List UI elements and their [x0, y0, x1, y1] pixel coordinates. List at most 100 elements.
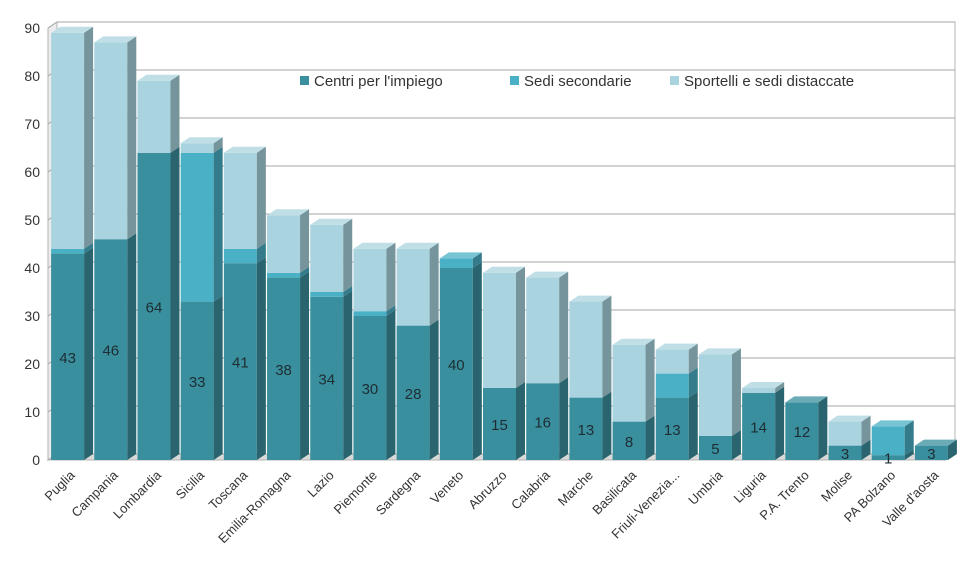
bar-segment: [180, 295, 223, 460]
data-label: 13: [578, 422, 595, 439]
bar-segment: [51, 242, 94, 254]
bar-segment: [180, 137, 223, 153]
bar-segment: [698, 430, 741, 460]
bar-segment: [871, 420, 914, 456]
data-label: 46: [102, 343, 119, 360]
bar-segment: [180, 146, 223, 302]
bar-segment: [871, 449, 914, 460]
bar-segment: [569, 295, 612, 398]
legend-item: Sedi secondarie: [510, 73, 632, 90]
bar-segment: [742, 382, 785, 393]
y-tick-label: 50: [24, 212, 40, 228]
legend-swatch: [670, 76, 679, 85]
x-tick-label: Calabria: [508, 467, 553, 512]
bar-segment: [655, 343, 698, 374]
bar-segment: [137, 146, 180, 461]
legend: Centri per l'impiego Sedi secondarie Sport…: [300, 73, 854, 90]
legend-label: Sportelli e sedi distaccate: [684, 73, 854, 90]
data-label: 1: [884, 451, 892, 468]
bar-segment: [223, 146, 266, 249]
bar-segment: [828, 439, 871, 460]
bar-segment: [612, 338, 655, 422]
x-tick-label: Abruzzo: [465, 468, 509, 512]
bar-segment: [828, 415, 871, 446]
y-tick-label: 30: [24, 308, 40, 324]
bar-segment: [569, 391, 612, 460]
data-label: 40: [448, 357, 465, 374]
x-tick-label: Sicilia: [173, 467, 208, 502]
x-tick-label: Piemonte: [331, 468, 380, 517]
legend-swatch: [300, 76, 309, 85]
bar-segment: [94, 36, 137, 240]
y-tick-label: 0: [32, 452, 40, 468]
x-tick-label: Marche: [555, 468, 596, 509]
bar-segment: [267, 266, 310, 278]
x-tick-label: Puglia: [42, 467, 79, 504]
y-tick-label: 20: [24, 356, 40, 372]
data-label: 3: [841, 446, 849, 463]
bar-segment: [655, 391, 698, 460]
legend-item: Centri per l'impiego: [300, 73, 443, 90]
data-label: 14: [750, 419, 767, 436]
bar-segment: [310, 286, 353, 297]
bar-segment: [742, 386, 785, 460]
bar-segment: [223, 257, 266, 460]
data-label: 12: [793, 424, 810, 441]
x-tick-label: Sardegna: [373, 467, 424, 518]
bar-segment: [439, 262, 482, 460]
y-tick-label: 10: [24, 404, 40, 420]
bar-segment: [51, 247, 94, 460]
bar-segment: [396, 319, 439, 460]
bar-segment: [353, 305, 396, 316]
data-label: 34: [318, 371, 335, 388]
x-tick-label: Veneto: [427, 468, 466, 507]
x-tick-label: Umbria: [685, 467, 726, 508]
legend-label: Sedi secondarie: [524, 73, 632, 90]
x-tick-label: Emilia-Romagna: [215, 467, 294, 546]
bar-segment: [94, 233, 137, 460]
legend-item: Sportelli e sedi distaccate: [670, 73, 854, 90]
y-tick-label: 80: [24, 68, 40, 84]
bar-segment: [353, 310, 396, 460]
bar-segment: [396, 242, 439, 326]
x-tick-label: Lombardia: [110, 467, 165, 522]
x-tick-label: Lazio: [304, 468, 337, 501]
bar-segment: [353, 242, 396, 312]
data-label: 13: [664, 422, 681, 439]
bar-segment: [526, 377, 569, 460]
bar-segment: [914, 439, 957, 460]
bar-segment: [51, 26, 94, 249]
data-label: 64: [146, 299, 163, 316]
y-tick-label: 60: [24, 164, 40, 180]
gridline: [47, 21, 955, 29]
data-label: 15: [491, 417, 508, 434]
y-tick-label: 90: [24, 20, 40, 36]
bar-segment: [439, 252, 482, 268]
data-label: 8: [625, 434, 633, 451]
bar-segment: [698, 348, 741, 436]
data-label: 16: [534, 415, 551, 432]
y-tick-label: 40: [24, 260, 40, 276]
x-tick-label: Molise: [818, 468, 855, 505]
data-label: 28: [405, 386, 422, 403]
bar-segment: [526, 271, 569, 384]
x-tick-label: Liguria: [731, 467, 770, 506]
bar-segment: [223, 242, 266, 264]
bar-segment: [612, 415, 655, 460]
bar-segment: [267, 271, 310, 460]
data-label: 43: [59, 350, 76, 367]
bars: [51, 26, 957, 461]
bar-segment: [655, 367, 698, 398]
data-label: 3: [927, 446, 935, 463]
bar-segment: [310, 218, 353, 292]
y-tick-label: 70: [24, 116, 40, 132]
legend-label: Centri per l'impiego: [314, 73, 443, 90]
legend-swatch: [510, 76, 519, 85]
bar-segment: [785, 396, 828, 460]
bar-segment: [137, 74, 180, 153]
bar-segment: [483, 266, 525, 388]
data-label: 41: [232, 355, 249, 372]
